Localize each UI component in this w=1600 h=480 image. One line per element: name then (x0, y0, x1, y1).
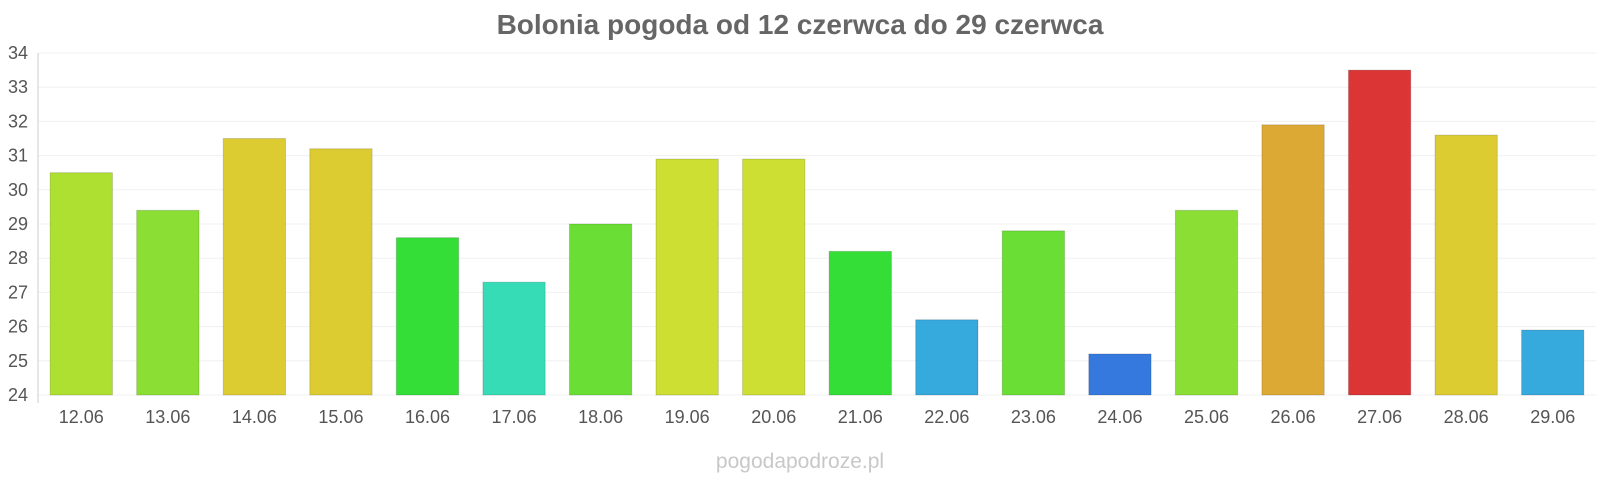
bar-20.06 (742, 158, 806, 396)
x-tick-label: 24.06 (1097, 407, 1142, 427)
bar-12.06 (49, 172, 113, 396)
y-tick-label: 29 (8, 214, 28, 234)
bar-26.06 (1261, 124, 1325, 396)
x-tick-label: 29.06 (1530, 407, 1575, 427)
x-tick-label: 28.06 (1444, 407, 1489, 427)
bar-23.06 (1001, 230, 1066, 396)
y-tick-label: 32 (8, 111, 28, 131)
y-tick-label: 27 (8, 282, 28, 302)
y-tick-label: 31 (8, 146, 28, 166)
bar-15.06 (309, 148, 373, 396)
x-tick-label: 17.06 (492, 407, 537, 427)
bar-28.06 (1434, 134, 1498, 396)
bar-16.06 (395, 237, 460, 396)
bar-29.06 (1521, 329, 1585, 396)
bar-24.06 (1088, 353, 1152, 396)
bar-13.06 (136, 209, 200, 396)
bar-22.06 (915, 319, 979, 396)
x-tick-label: 26.06 (1271, 407, 1316, 427)
y-tick-label: 33 (8, 77, 28, 97)
y-tick-label: 26 (8, 317, 28, 337)
bar-14.06 (222, 138, 287, 396)
y-tick-label: 25 (8, 351, 28, 371)
y-tick-label: 30 (8, 180, 28, 200)
x-tick-label: 16.06 (405, 407, 450, 427)
x-tick-label: 23.06 (1011, 407, 1056, 427)
chart-title: Bolonia pogoda od 12 czerwca do 29 czerw… (496, 9, 1104, 40)
bar-17.06 (482, 281, 546, 396)
y-tick-label: 34 (8, 43, 28, 63)
x-tick-label: 25.06 (1184, 407, 1229, 427)
x-tick-label: 27.06 (1357, 407, 1402, 427)
x-tick-label: 15.06 (318, 407, 363, 427)
x-tick-label: 21.06 (838, 407, 883, 427)
y-tick-label: 28 (8, 248, 28, 268)
x-tick-label: 13.06 (145, 407, 190, 427)
y-tick-label: 24 (8, 385, 28, 405)
x-tick-label: 22.06 (924, 407, 969, 427)
x-tick-label: 19.06 (665, 407, 710, 427)
bar-19.06 (655, 158, 719, 396)
bar-18.06 (568, 223, 633, 396)
x-tick-label: 14.06 (232, 407, 277, 427)
x-tick-label: 12.06 (59, 407, 104, 427)
watermark-text: pogodapodroze.pl (715, 450, 885, 473)
bar-27.06 (1347, 69, 1412, 396)
x-tick-label: 20.06 (751, 407, 796, 427)
x-tick-label: 18.06 (578, 407, 623, 427)
bar-25.06 (1174, 209, 1239, 396)
bar-21.06 (828, 250, 892, 396)
